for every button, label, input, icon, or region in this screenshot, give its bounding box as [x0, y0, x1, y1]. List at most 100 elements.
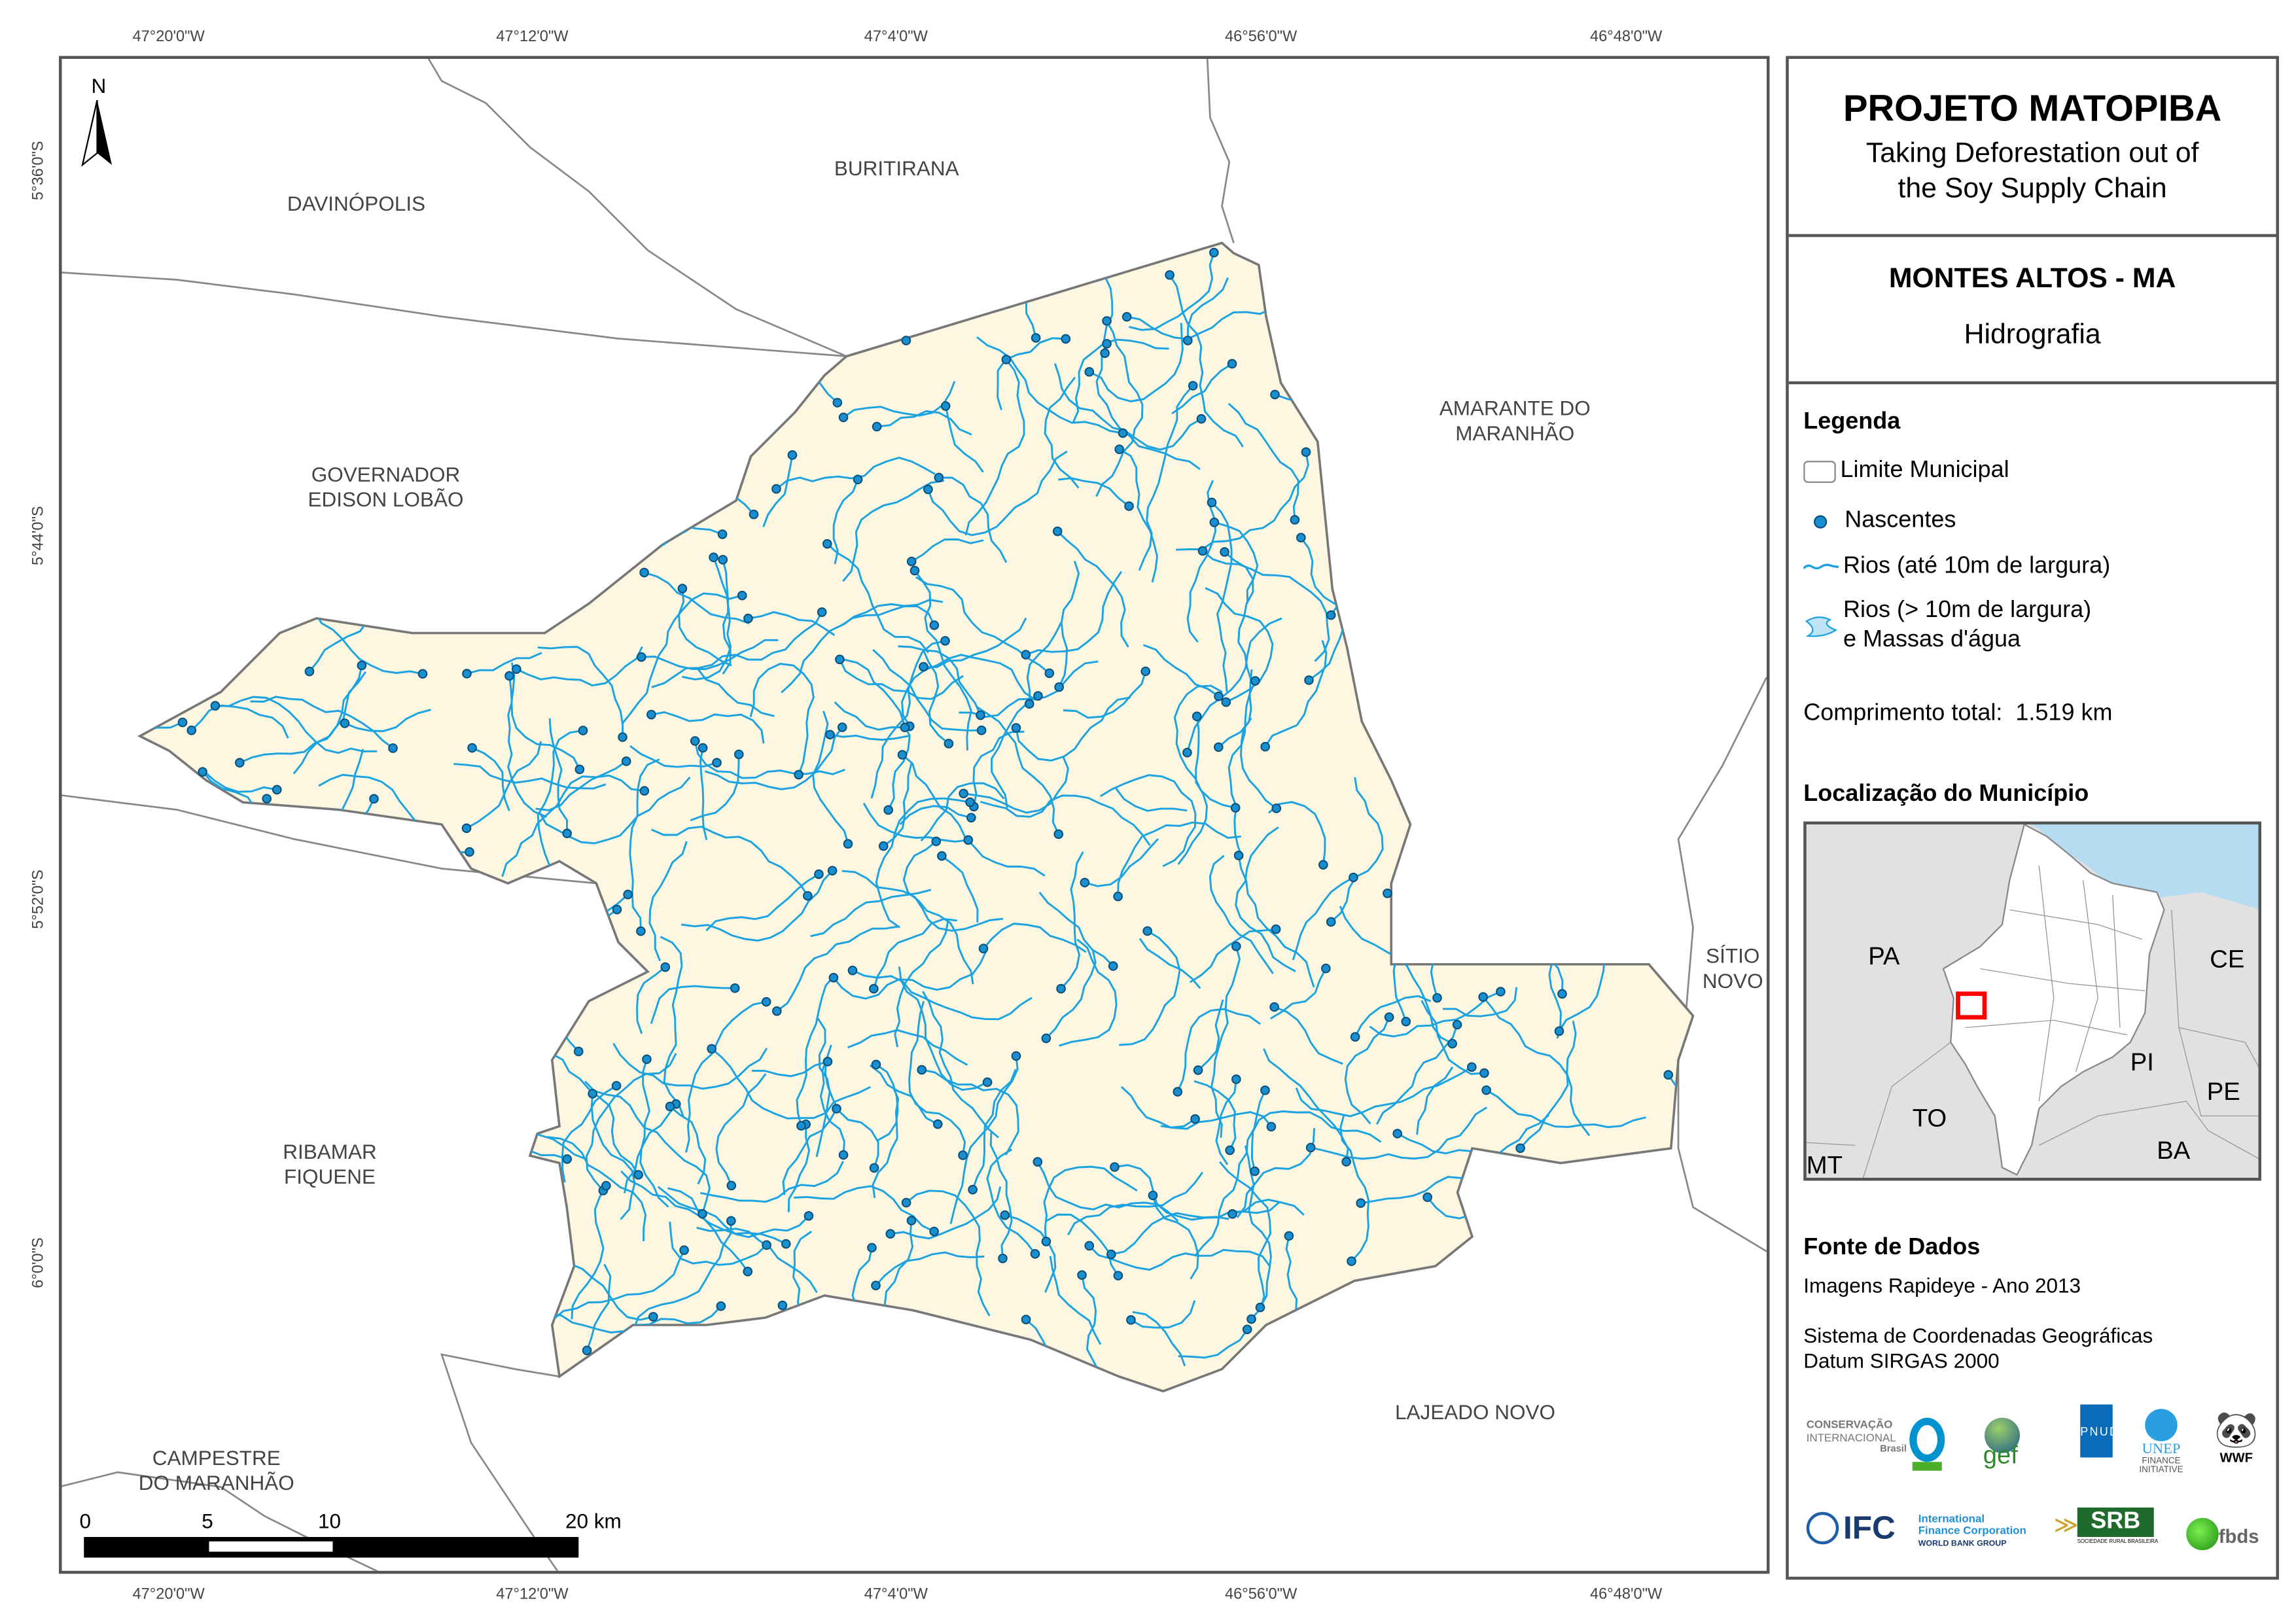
sources-line: Sistema de Coordenadas Geográficas	[1803, 1323, 2153, 1347]
spring-point	[869, 1163, 879, 1173]
river-segment	[1210, 501, 1233, 692]
x-tick-bottom: 46°48'0"W	[1590, 1585, 1663, 1604]
spring-point	[771, 484, 781, 494]
river-segment	[876, 410, 972, 436]
logo-text: International	[1918, 1511, 1985, 1525]
spring-point	[1052, 526, 1063, 537]
spring-point	[1401, 1016, 1411, 1027]
spring-point	[906, 556, 917, 567]
river-segment	[1089, 323, 1184, 402]
state-label: PE	[2206, 1078, 2240, 1106]
logo-text: CONSERVAÇÃO	[1806, 1417, 1893, 1431]
river-segment	[1118, 448, 1158, 583]
spring-point	[897, 750, 908, 760]
spring-point	[1326, 610, 1336, 620]
spring-point	[931, 836, 942, 847]
spring-point	[636, 926, 646, 936]
scale-bar-white	[209, 1541, 333, 1552]
spring-point	[959, 788, 968, 799]
river-segment	[1111, 1212, 1229, 1256]
river-segment	[1177, 716, 1209, 865]
river-segment	[203, 771, 277, 793]
spring-point	[639, 567, 649, 578]
spring-point	[1341, 1157, 1351, 1167]
spring-point	[573, 1046, 584, 1057]
spring-point	[937, 851, 947, 861]
river-segment	[510, 662, 581, 770]
river-segment	[1269, 968, 1327, 1020]
spring-point	[712, 758, 722, 768]
river-segment	[980, 794, 1151, 846]
spring-point	[762, 1240, 771, 1250]
spring-point	[677, 584, 688, 593]
sources-heading: Fonte de Dados	[1803, 1235, 1981, 1260]
spring-point	[1084, 367, 1095, 377]
river-segment	[902, 840, 974, 985]
river-segment	[842, 599, 944, 626]
river-segment	[1339, 906, 1453, 1045]
label-line: RIBAMAR	[283, 1139, 377, 1163]
river-segment	[1224, 551, 1254, 680]
spring-point	[749, 509, 759, 520]
river-segment	[467, 652, 542, 675]
polygon-outline-icon	[1803, 460, 1836, 482]
main-map[interactable]: N DAVINÓPOLIS BURITIRANA AMARANTE DO MARA…	[59, 56, 1770, 1574]
spring-point	[1271, 924, 1281, 934]
legend-heading: Legenda	[1803, 409, 1901, 434]
river-segment	[1176, 451, 1309, 551]
river-segment	[1263, 1048, 1349, 1162]
logo-conservacao-internacional: CONSERVAÇÃO INTERNACIONAL Brasil	[1806, 1417, 1954, 1477]
spring-point	[698, 743, 708, 753]
spring-point	[1266, 1121, 1277, 1132]
spring-point	[1110, 1162, 1120, 1172]
y-tick: 5°52'0"S	[29, 870, 47, 929]
river-segment	[453, 763, 607, 790]
spring-point	[1225, 1145, 1235, 1156]
river-segment	[1186, 617, 1282, 753]
spring-point	[934, 472, 944, 483]
spring-point	[665, 1101, 675, 1112]
spring-point	[1033, 691, 1043, 701]
spring-point	[917, 1065, 927, 1075]
river-segment	[1232, 1199, 1305, 1216]
river-segment	[239, 671, 367, 764]
river-segment	[913, 570, 972, 750]
green-sphere-icon	[2186, 1517, 2219, 1551]
river-segment	[841, 870, 1004, 932]
spring-point	[1122, 311, 1132, 322]
spring-dot-icon	[1814, 514, 1828, 528]
water-body-icon	[1805, 616, 1838, 637]
spring-point	[1113, 891, 1123, 902]
river-segment	[465, 889, 618, 926]
river-segment	[546, 1136, 647, 1241]
spring-point	[1242, 1324, 1252, 1335]
river-segment	[748, 611, 836, 637]
river-segment	[1117, 821, 1241, 897]
spring-point	[1193, 1065, 1203, 1075]
project-title: PROJETO MATOPIBA	[1843, 88, 2222, 130]
spring-point	[1100, 348, 1110, 359]
spring-point	[869, 983, 879, 994]
logo-text: FINANCE	[2142, 1457, 2181, 1467]
locator-heading: Localização do Município	[1803, 781, 2089, 807]
spring-point	[777, 1300, 788, 1311]
river-segment	[941, 855, 979, 923]
state-label: TO	[1912, 1104, 1947, 1133]
state-label: CE	[2210, 945, 2245, 974]
river-segment	[875, 1251, 985, 1286]
river-segment	[1237, 855, 1315, 988]
river-segment	[1218, 669, 1253, 748]
spring-point	[1255, 1302, 1265, 1313]
spring-point	[1246, 1314, 1256, 1324]
municipality-title: MONTES ALTOS - MA	[1888, 263, 2176, 294]
river-segment	[922, 650, 949, 745]
label-line: AMARANTE DO	[1439, 396, 1591, 420]
spring-point	[1190, 1114, 1200, 1124]
spring-point	[998, 1253, 1008, 1263]
spring-point	[1384, 1012, 1394, 1022]
river-segment	[839, 659, 964, 700]
spring-point	[1077, 1270, 1087, 1280]
panda-icon: 🐼	[2214, 1410, 2259, 1451]
ci-bar-icon	[1912, 1462, 1942, 1471]
